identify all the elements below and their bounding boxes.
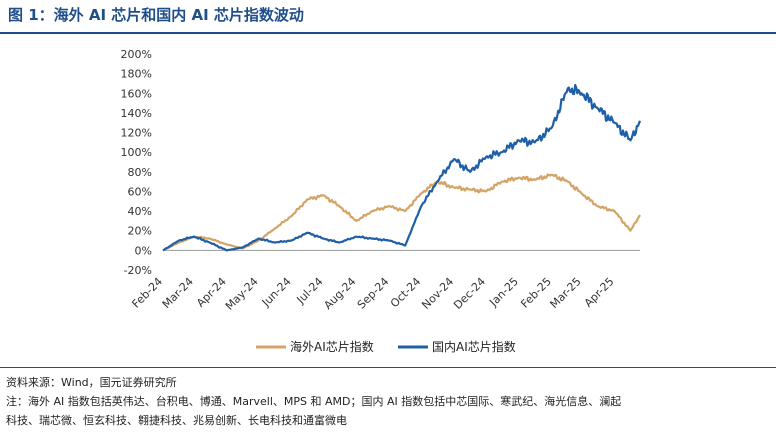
y-tick-label: 20% bbox=[128, 225, 152, 238]
y-tick-label: 80% bbox=[128, 166, 152, 179]
x-tick-label: Aug-24 bbox=[321, 275, 358, 312]
y-tick-label: 100% bbox=[121, 146, 152, 159]
x-tick-label: Jan-25 bbox=[486, 275, 521, 310]
x-tick-label: Apr-25 bbox=[582, 275, 617, 310]
y-tick-label: 60% bbox=[128, 185, 152, 198]
legend-label-overseas: 海外AI芯片指数 bbox=[290, 339, 374, 354]
legend: 海外AI芯片指数 国内AI芯片指数 bbox=[256, 339, 516, 354]
notes-block: 资料来源：Wind，国元证券研究所 注：海外 AI 指数包括英伟达、台积电、博通… bbox=[6, 373, 772, 430]
line-chart: -20% 0% 20% 40% 60% 80% 100% 120% 140% 160% 180% 20… bbox=[121, 48, 642, 354]
series-line-overseas bbox=[162, 173, 641, 252]
y-tick-label: 200% bbox=[121, 48, 152, 61]
y-tick-label: 180% bbox=[121, 68, 152, 81]
y-tick-label: 0% bbox=[135, 244, 152, 257]
title-rule bbox=[0, 32, 776, 34]
x-tick-label: Nov-24 bbox=[419, 275, 456, 312]
x-tick-label: Dec-24 bbox=[451, 275, 488, 312]
x-tick-label: May-24 bbox=[223, 275, 261, 313]
series-line-domestic bbox=[162, 83, 642, 252]
x-tick-label: Feb-24 bbox=[129, 275, 165, 311]
x-tick-label: Mar-25 bbox=[548, 275, 584, 311]
source-text: 资料来源：Wind，国元证券研究所 bbox=[6, 376, 177, 389]
source-rule bbox=[0, 367, 776, 368]
figure-title: 图 1：海外 AI 芯片和国内 AI 芯片指数波动 bbox=[8, 6, 304, 24]
y-tick-label: 40% bbox=[128, 205, 152, 218]
note-line-2: 科技、瑞芯微、恒玄科技、翱捷科技、兆易创新、长电科技和通富微电 bbox=[6, 414, 347, 427]
y-axis-ticks: -20% 0% 20% 40% 60% 80% 100% 120% 140% 160% 180% 20… bbox=[121, 48, 152, 277]
y-tick-label: 140% bbox=[121, 107, 152, 120]
y-tick-label: -20% bbox=[124, 264, 152, 277]
x-tick-label: Jun-24 bbox=[259, 275, 294, 310]
x-tick-label: Oct-24 bbox=[388, 275, 423, 310]
note-line-1: 注：海外 AI 指数包括英伟达、台积电、博通、Marvell、MPS 和 AMD… bbox=[6, 395, 622, 408]
legend-label-domestic: 国内AI芯片指数 bbox=[432, 339, 516, 354]
x-tick-label: Sep-24 bbox=[355, 275, 392, 312]
series-lines bbox=[162, 83, 642, 252]
x-tick-label: Mar-24 bbox=[160, 275, 196, 311]
x-tick-label: Feb-25 bbox=[518, 275, 554, 311]
y-tick-label: 120% bbox=[121, 127, 152, 140]
y-tick-label: 160% bbox=[121, 87, 152, 100]
